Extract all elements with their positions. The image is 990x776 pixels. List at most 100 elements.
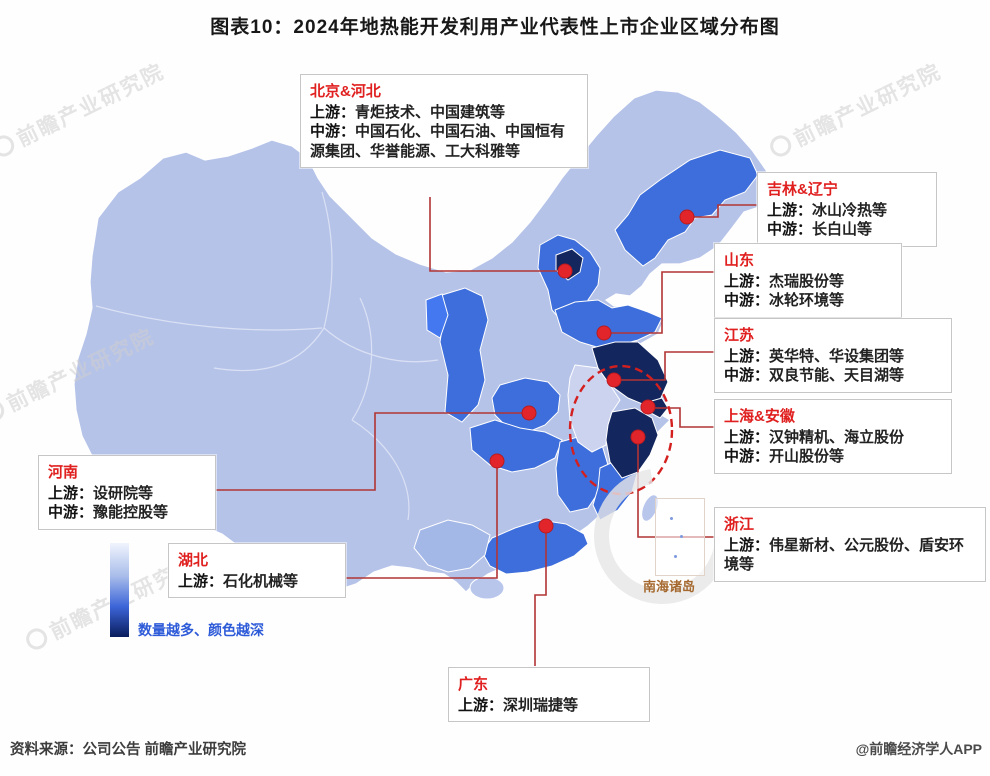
- marker-dot-shandong: [596, 325, 612, 341]
- callout-line: 上游：杰瑞股份等: [724, 272, 892, 292]
- segment-label: 上游：: [48, 484, 94, 502]
- segment-label: 上游：: [458, 696, 504, 714]
- province-guangdong: [481, 519, 589, 575]
- segment-text: 开山股份等: [769, 448, 845, 465]
- callout-title: 河南: [48, 464, 79, 481]
- segment-text: 汉钟精机、海立股份: [769, 428, 905, 446]
- segment-text: 伟星新材、公元股份、盾安环境等: [724, 536, 965, 574]
- segment-text: 杰瑞股份等: [769, 272, 845, 290]
- callout-line: 上游：英华特、华设集团等: [724, 347, 942, 367]
- callout-zhejiang: 浙江 上游：伟星新材、公元股份、盾安环境等: [714, 507, 986, 582]
- callout-line: 中游：双良节能、天目湖等: [724, 366, 942, 386]
- connector-shanghai-anhui: [655, 407, 714, 428]
- connector-hubei: [345, 468, 498, 579]
- marker-dot-henan: [521, 405, 537, 421]
- callout-line: 上游：青炬技术、中国建筑等: [310, 103, 578, 123]
- island-dot: [674, 555, 677, 558]
- segment-label: 上游：: [724, 272, 770, 290]
- callout-guangdong: 广东 上游：深圳瑞捷等: [448, 667, 650, 722]
- segment-label: 上游：: [724, 347, 770, 365]
- marker-dot-beijing: [557, 263, 573, 279]
- segment-label: 上游：: [178, 572, 224, 590]
- segment-label: 上游：: [310, 103, 356, 121]
- highlight-ellipse: [568, 364, 674, 496]
- province-shandong: [554, 299, 663, 349]
- province-ningxia: [425, 293, 449, 339]
- province-liaoning-jilin: [614, 149, 759, 267]
- marker-dot-zhejiang: [630, 429, 646, 445]
- connector-guangdong: [534, 533, 547, 666]
- callout-line: 上游：石化机械等: [178, 572, 336, 592]
- island-dot: [680, 535, 683, 538]
- segment-text: 双良节能、天目湖等: [769, 367, 905, 384]
- connector-shandong: [611, 271, 714, 334]
- marker-dot-hubei: [489, 453, 505, 469]
- callout-hubei: 湖北 上游：石化机械等: [168, 543, 346, 598]
- callout-line: 上游：冰山冷热等: [767, 201, 927, 221]
- segment-text: 中国石化、中国石油、中国恒有源集团、华誉能源、工大科雅等: [310, 123, 566, 160]
- segment-label: 上游：: [724, 536, 770, 554]
- callout-title: 北京&河北: [310, 83, 381, 100]
- callout-line: 中游：豫能控股等: [48, 503, 206, 523]
- segment-label: 上游：: [767, 201, 813, 219]
- callout-jiangsu: 江苏 上游：英华特、华设集团等 中游：双良节能、天目湖等: [714, 318, 952, 393]
- callout-line: 上游：汉钟精机、海立股份: [724, 428, 942, 448]
- segment-text: 长白山等: [812, 221, 873, 238]
- callout-title: 广东: [458, 676, 489, 693]
- segment-label: 中游：: [310, 123, 356, 140]
- footer-source: 资料来源：公司公告 前瞻产业研究院: [10, 742, 247, 758]
- segment-text: 石化机械等: [223, 572, 299, 590]
- footer-credit: @前瞻经济学人APP: [855, 741, 982, 757]
- marker-dot-jilin-liaoning: [679, 209, 695, 225]
- segment-label: 中游：: [767, 221, 813, 238]
- province-henan: [491, 377, 561, 433]
- connector-henan: [215, 412, 522, 491]
- callout-shandong: 山东 上游：杰瑞股份等 中游：冰轮环境等: [714, 243, 902, 318]
- marker-dot-shanghai: [640, 399, 656, 415]
- marker-dot-jiangsu: [606, 372, 622, 388]
- segment-label: 中游：: [724, 367, 770, 384]
- connector-jilin-liaoning: [694, 204, 757, 218]
- callout-title: 江苏: [724, 327, 755, 344]
- callout-line: 上游：深圳瑞捷等: [458, 696, 640, 716]
- segment-label: 上游：: [724, 428, 770, 446]
- province-guangxi: [413, 519, 491, 573]
- callout-line: 中游：中国石化、中国石油、中国恒有源集团、华誉能源、工大科雅等: [310, 122, 578, 161]
- callout-henan: 河南 上游：设研院等 中游：豫能控股等: [38, 455, 216, 530]
- callout-title: 山东: [724, 252, 755, 269]
- page-title: 图表10：2024年地热能开发利用产业代表性上市企业区域分布图: [210, 17, 780, 38]
- segment-label: 中游：: [48, 504, 94, 521]
- callout-title: 上海&安徽: [724, 408, 795, 425]
- province-shaanxi: [439, 287, 489, 423]
- legend-gradient-bar: [110, 543, 129, 637]
- segment-text: 冰山冷热等: [812, 201, 888, 219]
- callout-title: 湖北: [178, 552, 209, 569]
- callout-shanghai-anhui: 上海&安徽 上游：汉钟精机、海立股份 中游：开山股份等: [714, 399, 952, 474]
- segment-label: 中游：: [724, 448, 770, 465]
- callout-title: 浙江: [724, 516, 755, 533]
- legend-label: 数量越多、颜色越深: [138, 622, 264, 638]
- segment-text: 青炬技术、中国建筑等: [355, 103, 506, 121]
- segment-label: 中游：: [724, 292, 770, 309]
- segment-text: 深圳瑞捷等: [503, 696, 579, 714]
- island-dot: [670, 517, 673, 520]
- segment-text: 冰轮环境等: [769, 292, 845, 309]
- marker-dot-guangdong: [538, 518, 554, 534]
- callout-title: 吉林&辽宁: [767, 181, 838, 198]
- connector-jiangsu: [621, 351, 714, 381]
- province-borders-west: [95, 191, 439, 521]
- callout-beijing-hebei: 北京&河北 上游：青炬技术、中国建筑等 中游：中国石化、中国石油、中国恒有源集团…: [300, 74, 588, 168]
- callout-line: 中游：冰轮环境等: [724, 291, 892, 311]
- callout-line: 中游：开山股份等: [724, 447, 942, 467]
- callout-jilin-liaoning: 吉林&辽宁 上游：冰山冷热等 中游：长白山等: [757, 172, 937, 247]
- callout-line: 上游：设研院等: [48, 484, 206, 504]
- island-hainan: [469, 576, 505, 600]
- watermark-logo-icon: [0, 131, 18, 160]
- south-china-sea-inset: [655, 498, 705, 576]
- connector-beijing-hebei: [429, 197, 557, 272]
- south-china-sea-label: 南海诸岛: [643, 579, 696, 594]
- segment-text: 设研院等: [93, 484, 154, 502]
- segment-text: 英华特、华设集团等: [769, 347, 905, 365]
